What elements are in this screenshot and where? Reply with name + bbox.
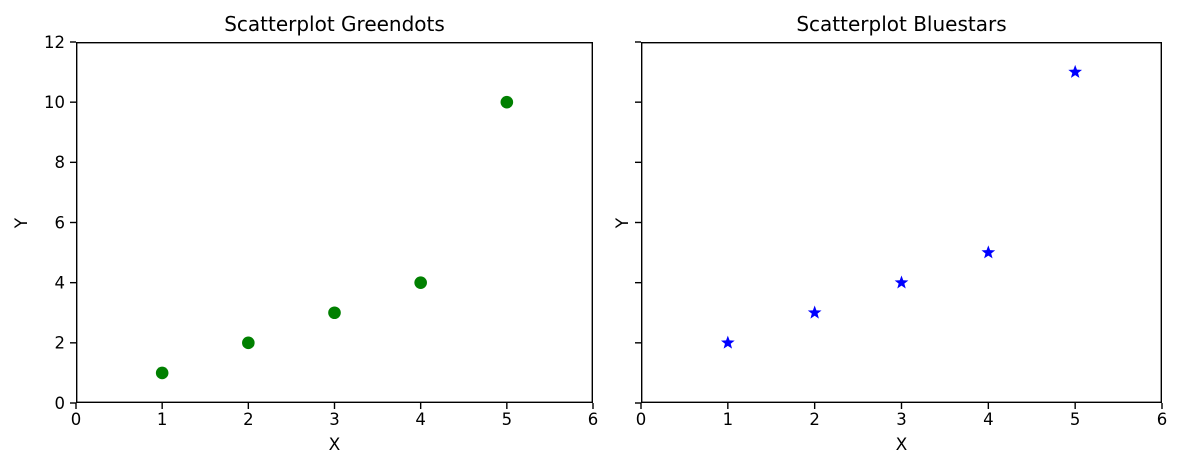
data-point [414,276,427,289]
axes-frame [640,41,1162,404]
y-axis-label: Y [12,217,32,228]
chart-title-greendots: Scatterplot Greendots [224,12,445,36]
x-tick-label: 4 [983,410,994,429]
plot-area-bluestars: 0 1 2 3 4 5 6 [635,41,1167,429]
y-tick-label: 8 [55,153,66,172]
x-tick-label: 3 [329,410,340,429]
x-axis-label: X [895,435,908,455]
y-tick-label: 4 [55,273,66,292]
y-tick-label: 12 [44,33,65,52]
x-tick-label: 1 [723,410,734,429]
data-point [242,336,255,350]
x-tick-label: 4 [415,410,426,429]
y-tick-label: 2 [55,334,66,353]
chart-title-bluestars: Scatterplot Bluestars [796,12,1007,36]
x-tick-label: 0 [71,410,82,429]
x-tick-label: 0 [636,410,647,429]
x-tick-label: 2 [243,410,254,429]
x-tick-label: 6 [1157,410,1168,429]
x-tick-label: 2 [809,410,820,429]
data-point [500,95,514,109]
y-axis-label: Y [613,217,633,228]
axes-frame [75,41,593,404]
data-point [807,305,822,319]
data-point [720,335,735,349]
y-tick-label: 10 [44,93,65,112]
x-axis-label: X [328,435,341,455]
data-point [328,306,341,320]
data-point [1068,64,1083,78]
data-point [894,275,909,289]
x-tick-label: 5 [1070,410,1081,429]
data-point [981,245,996,259]
x-tick-label: 1 [157,410,168,429]
data-point [155,366,169,380]
x-tick-label: 5 [502,410,513,429]
x-tick-label: 6 [588,410,599,429]
x-tick-label: 3 [896,410,907,429]
y-tick-label: 0 [55,394,66,413]
y-tick-label: 6 [55,213,66,232]
